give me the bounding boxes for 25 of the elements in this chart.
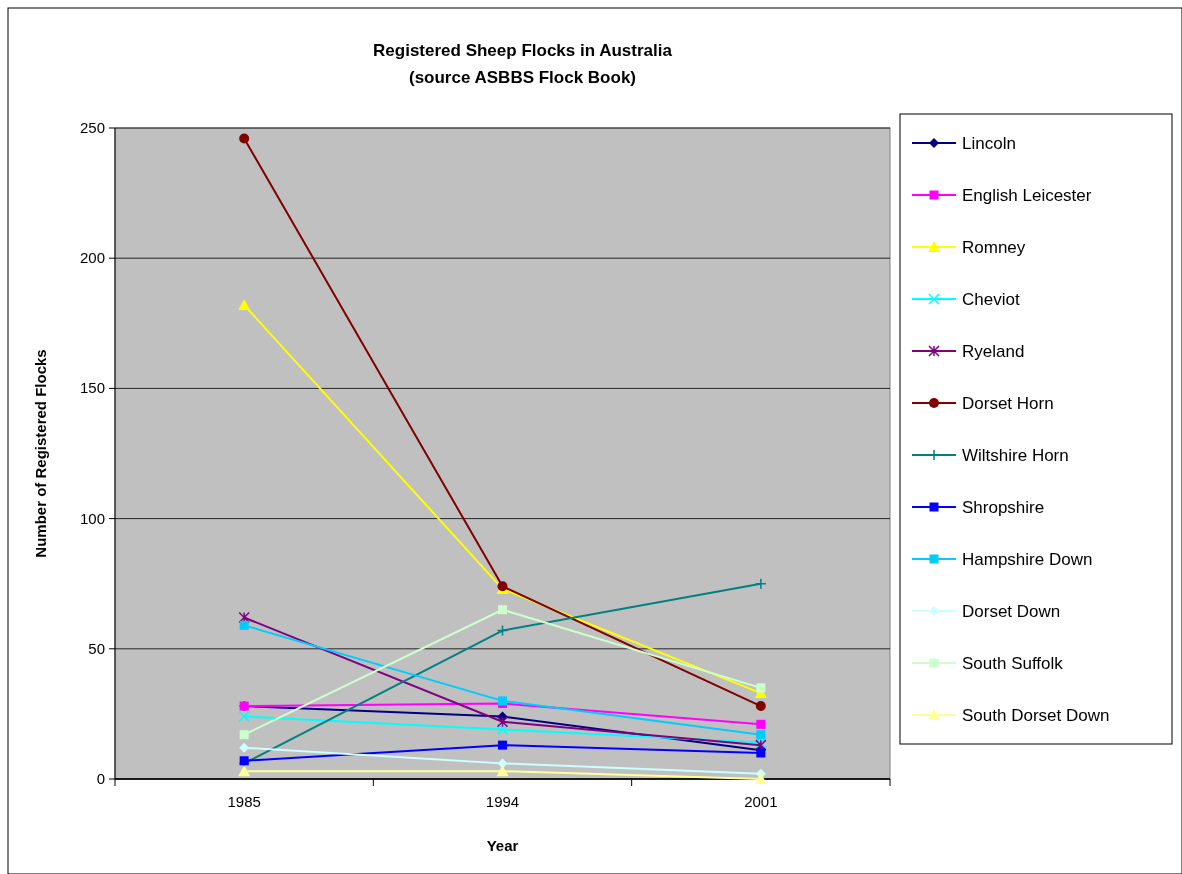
legend-label: South Suffolk [962,654,1064,673]
chart-title: Registered Sheep Flocks in Australia [373,41,673,60]
legend-label: Romney [962,238,1026,257]
y-tick-label: 150 [79,379,105,397]
y-tick-label: 200 [79,249,105,267]
legend-label: Ryeland [962,342,1025,361]
legend-label: Wiltshire Horn [962,446,1069,465]
y-tick-label: 250 [79,119,105,136]
legend-label: Shropshire [962,498,1045,517]
legend-label: Lincoln [962,134,1016,153]
x-tick-label: 1985 [227,793,261,810]
legend-label: South Dorset Down [962,706,1110,725]
legend-label: Cheviot [962,290,1020,309]
legend-label: Dorset Down [962,602,1061,621]
y-tick-label: 100 [79,509,105,527]
y-tick-label: 50 [88,639,105,657]
legend-label: Dorset Horn [962,394,1054,413]
legend-label: Hampshire Down [962,550,1093,569]
x-tick-label: 1994 [485,793,520,810]
y-tick-label: 0 [96,770,105,787]
legend-label: English Leicester [962,186,1092,205]
chart-subtitle: (source ASBBS Flock Book) [408,68,637,87]
x-axis-title: Year [486,837,519,854]
x-tick-label: 2001 [744,793,778,810]
y-axis-title: Number of Registered Flocks [32,349,49,558]
